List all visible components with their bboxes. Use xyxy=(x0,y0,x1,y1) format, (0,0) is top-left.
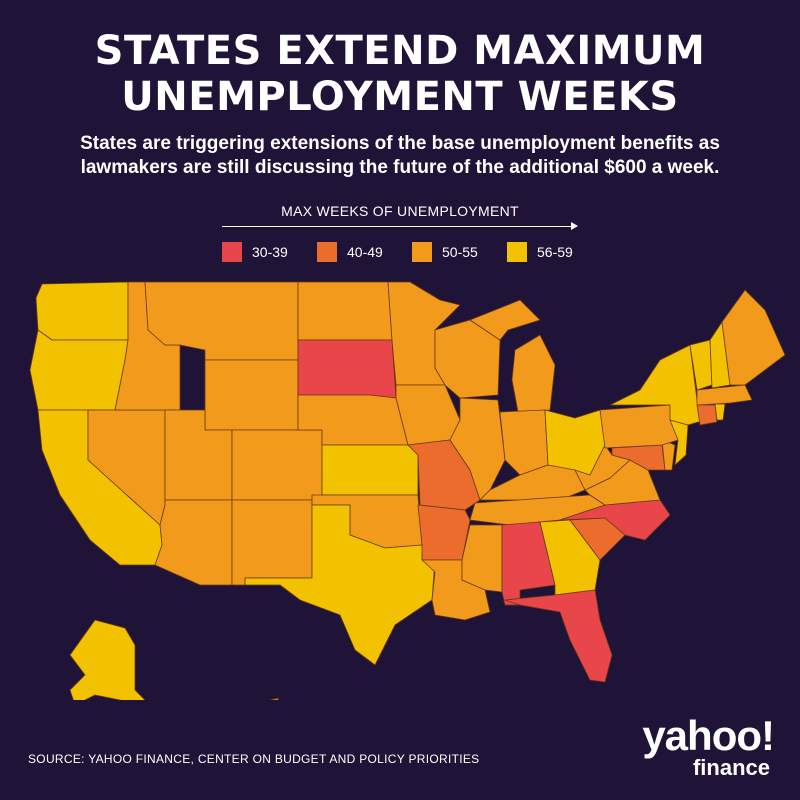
state-IN xyxy=(499,409,549,476)
logo-main: yahoo! xyxy=(642,712,775,759)
legend-title: MAX WEEKS OF UNEMPLOYMENT xyxy=(281,203,519,219)
state-CT xyxy=(696,404,718,426)
legend-label: 40-49 xyxy=(347,244,383,260)
legend-arrow-icon xyxy=(222,222,578,230)
legend-swatch xyxy=(317,242,337,262)
state-MS xyxy=(461,524,503,593)
state-AZ xyxy=(154,499,233,586)
state-MI xyxy=(469,299,556,413)
legend-item-30-39: 30-39 xyxy=(222,241,317,263)
state-WA xyxy=(35,281,129,341)
state-OR xyxy=(29,329,129,411)
logo-sub: finance xyxy=(692,755,770,780)
state-HI xyxy=(269,697,279,700)
legend-item-56-59: 56-59 xyxy=(507,241,602,263)
state-CO xyxy=(231,429,323,501)
state-FL xyxy=(504,589,613,683)
state-AK xyxy=(69,619,146,700)
state-PA xyxy=(599,404,679,449)
legend-label: 30-39 xyxy=(252,244,288,260)
legend-swatch xyxy=(412,242,432,262)
state-DE xyxy=(661,439,676,471)
us-map xyxy=(29,281,786,700)
source-note: SOURCE: YAHOO FINANCE, CENTER ON BUDGET … xyxy=(28,752,480,766)
legend-label: 56-59 xyxy=(537,244,573,260)
legend-label: 50-55 xyxy=(442,244,478,260)
state-SD xyxy=(297,339,397,399)
state-TX xyxy=(244,504,436,666)
state-RI xyxy=(714,403,726,421)
state-ME xyxy=(721,289,786,386)
legend: 30-39 40-49 50-55 56-59 xyxy=(222,241,602,263)
state-NM xyxy=(231,499,313,586)
page-subtitle: States are triggering extensions of the … xyxy=(80,133,720,178)
state-WY xyxy=(204,359,299,431)
page-title: STATES EXTEND MAXIMUM UNEMPLOYMENT WEEKS xyxy=(94,28,706,120)
state-IA xyxy=(395,384,461,446)
state-AR xyxy=(417,504,471,561)
state-MA xyxy=(696,384,753,406)
legend-swatch xyxy=(507,242,527,262)
yahoo-finance-logo: yahoo! finance xyxy=(624,712,775,780)
state-KS xyxy=(321,444,419,496)
legend-item-50-55: 50-55 xyxy=(412,241,507,263)
legend-swatch xyxy=(222,242,242,262)
state-ND xyxy=(297,281,393,341)
legend-item-40-49: 40-49 xyxy=(317,241,412,263)
